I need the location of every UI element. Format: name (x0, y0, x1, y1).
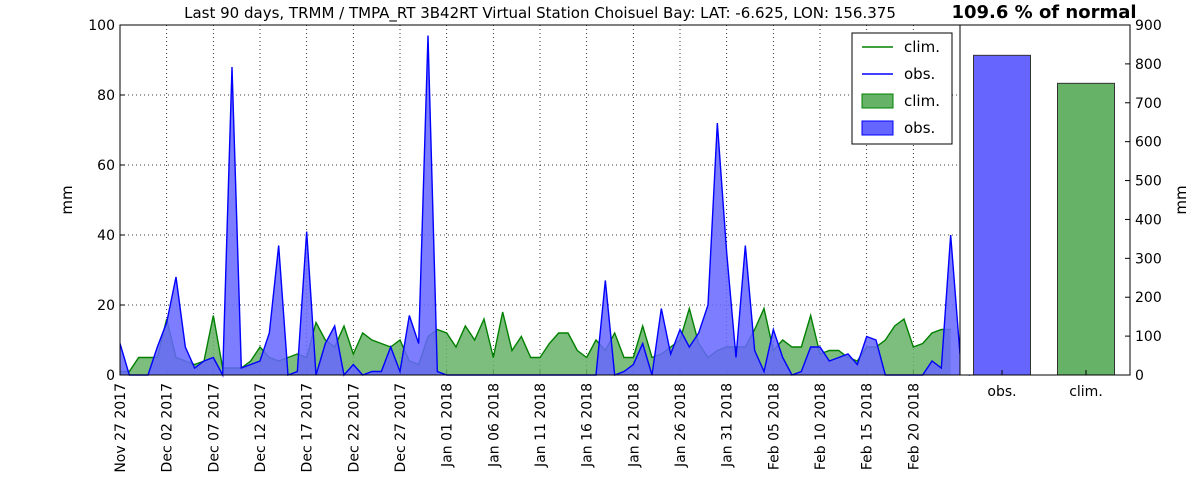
x-tick-label: Jan 21 2018 (626, 383, 642, 468)
right-y-axis-label: mm (1172, 185, 1190, 214)
x-tick-label: Dec 02 2017 (160, 383, 176, 472)
bar-category-label: clim. (1069, 384, 1103, 400)
x-tick-label: Feb 10 2018 (813, 383, 829, 470)
x-tick-label: Dec 27 2017 (393, 383, 409, 472)
x-tick-label: Dec 22 2017 (346, 383, 362, 472)
right-y-tick-label: 900 (1135, 18, 1162, 34)
left-y-axis-label: mm (58, 185, 76, 214)
y-tick-label: 80 (97, 88, 115, 104)
percent-of-normal-title: 109.6 % of normal (951, 2, 1136, 23)
legend-patch-swatch (861, 93, 894, 109)
right-y-tick-label: 300 (1135, 251, 1162, 267)
clim-line (120, 305, 951, 373)
x-tick-label: Jan 16 2018 (580, 383, 596, 468)
legend-label: clim. (904, 38, 940, 56)
plot-area-background (120, 25, 960, 375)
timeseries-plot: Nov 27 2017 Dec 02 2017 Dec 07 2017 Dec 12 … (88, 18, 980, 473)
right-y-tick-label: 700 (1135, 96, 1162, 112)
y-tick-label: 60 (97, 158, 115, 174)
x-tick-label: Jan 01 2018 (440, 383, 456, 468)
x-tick-label: Feb 20 2018 (906, 383, 922, 470)
y-tick-label: 0 (106, 368, 115, 384)
y-tick-label: 100 (88, 18, 115, 34)
bar-clim (1057, 82, 1115, 376)
x-tick-label: Jan 31 2018 (720, 383, 736, 468)
right-y-tick-label: 600 (1135, 135, 1162, 151)
legend-label: clim. (904, 92, 940, 110)
x-tick-label: Jan 06 2018 (486, 383, 502, 468)
x-tick-label: Jan 26 2018 (673, 383, 689, 468)
x-tick-label: Jan 11 2018 (533, 383, 549, 468)
x-tick-label: Feb 15 2018 (860, 383, 876, 470)
legend-label: obs. (904, 119, 935, 137)
x-tick-label: Dec 17 2017 (300, 383, 316, 472)
right-y-tick-label: 100 (1135, 329, 1162, 345)
right-y-tick-label: 400 (1135, 212, 1162, 228)
right-y-tick-label: 500 (1135, 174, 1162, 190)
right-y-tick-label: 200 (1135, 290, 1162, 306)
legend-patch-swatch (861, 120, 894, 136)
y-tick-label: 40 (97, 228, 115, 244)
x-tick-label: Dec 07 2017 (206, 383, 222, 472)
bar-category-label: obs. (987, 384, 1016, 400)
right-y-tick-label: 0 (1135, 368, 1144, 384)
legend: clim. obs. clim. obs. (851, 32, 953, 145)
x-tick-label: Nov 27 2017 (113, 383, 129, 473)
total-bar-plot: obs. clim. 0 100 200 300 400 500 600 700 800 900 (959, 18, 1162, 400)
legend-label: obs. (904, 65, 935, 83)
chart-title: Last 90 days, TRMM / TMPA_RT 3B42RT Virt… (184, 4, 896, 23)
y-tick-label: 20 (97, 298, 115, 314)
right-y-tick-label: 800 (1135, 57, 1162, 73)
x-tick-label: Feb 05 2018 (766, 383, 782, 470)
bar-obs (973, 54, 1031, 376)
x-tick-label: Dec 12 2017 (253, 383, 269, 472)
bar-plot-frame (959, 24, 1131, 376)
